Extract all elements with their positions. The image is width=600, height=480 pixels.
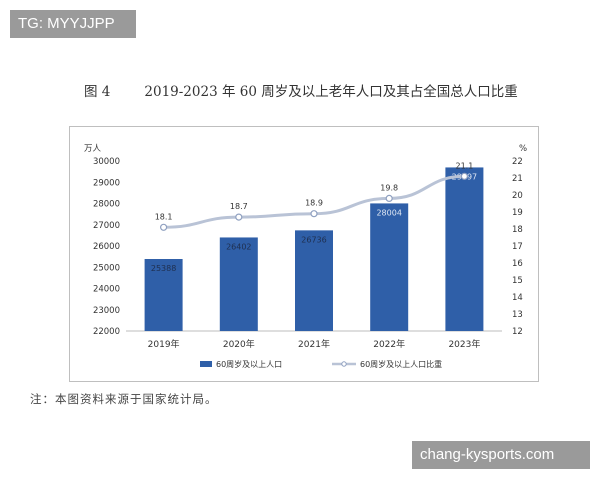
x-tick-label: 2022年 xyxy=(373,338,405,350)
source-note: 注：本图资料来源于国家统计局。 xyxy=(30,392,218,406)
y-right-tick-label: 21 xyxy=(512,174,523,184)
chart-frame: 万人% 22000 23000 24000 25000 26000 27000 28000 29… xyxy=(69,126,539,382)
y-right-tick-label: 18 xyxy=(512,225,523,235)
x-tick-label: 2021年 xyxy=(298,338,330,350)
line-value-label: 18.9 xyxy=(305,199,323,208)
line-value-label: 18.7 xyxy=(230,202,248,211)
legend-line-marker xyxy=(341,361,347,367)
bar-value-label: 26736 xyxy=(301,235,326,244)
figure-label: 图 4 xyxy=(84,84,111,100)
bar xyxy=(144,259,183,331)
line-value-label: 21.1 xyxy=(455,161,473,170)
bar-value-label: 25388 xyxy=(151,264,176,273)
line-value-label: 19.8 xyxy=(380,183,398,192)
y-left-tick-label: 22000 xyxy=(93,327,120,337)
y-right-tick-label: 22 xyxy=(512,157,523,167)
figure-title-text: 2019-2023 年 60 周岁及以上老年人口及其占全国总人口比重 xyxy=(144,84,518,100)
line-point xyxy=(385,194,393,203)
y-right-tick-label: 13 xyxy=(512,310,523,320)
legend-bar-swatch xyxy=(200,361,212,367)
line-point xyxy=(460,172,468,180)
y-right-tick-label: 14 xyxy=(512,293,523,303)
y-right-tick-label: 16 xyxy=(512,259,523,269)
line-point xyxy=(310,210,318,218)
y-left-tick-label: 28000 xyxy=(93,200,120,210)
legend-bar-label: 60周岁及以上人口 xyxy=(216,359,282,369)
watermark-bottom: chang-kysports.com xyxy=(412,441,590,469)
figure-title: 图 4 2019-2023 年 60 周岁及以上老年人口及其占全国总人口比重 xyxy=(84,80,564,100)
x-tick-label: 2023年 xyxy=(448,338,480,350)
y-left-tick-label: 26000 xyxy=(93,242,120,252)
watermark-top: TG: MYYJJPP xyxy=(10,10,136,38)
bar xyxy=(445,167,484,331)
y-right-tick-label: 15 xyxy=(512,276,523,286)
y-left-tick-label: 30000 xyxy=(93,157,120,167)
bar xyxy=(219,237,258,331)
line-point xyxy=(235,213,243,221)
y-right-tick-label: 17 xyxy=(512,242,523,252)
chart-svg: 万人 % 22000 23000 24000 25000 26000 27000 28000 29… xyxy=(84,144,527,369)
y-right-unit: % xyxy=(519,144,527,154)
y-left-unit: 万人 xyxy=(84,144,102,154)
bar-value-label: 26402 xyxy=(226,242,251,251)
line-point xyxy=(159,223,168,231)
y-left-tick-label: 25000 xyxy=(93,263,120,273)
line-value-label: 18.1 xyxy=(155,212,173,221)
bar xyxy=(370,203,409,331)
x-tick-label: 2019年 xyxy=(148,338,180,350)
bar-value-label: 28004 xyxy=(376,208,401,217)
legend-line-label: 60周岁及以上人口比重 xyxy=(360,359,442,369)
y-right-tick-label: 19 xyxy=(512,208,523,218)
y-left-tick-label: 29000 xyxy=(93,178,120,188)
x-tick-label: 2020年 xyxy=(223,338,255,350)
y-left-tick-label: 27000 xyxy=(93,221,120,231)
y-left-tick-label: 23000 xyxy=(93,306,120,316)
y-right-tick-label: 12 xyxy=(512,327,523,337)
y-left-tick-label: 24000 xyxy=(93,285,120,295)
y-right-tick-label: 20 xyxy=(512,191,523,201)
bar xyxy=(295,230,333,331)
